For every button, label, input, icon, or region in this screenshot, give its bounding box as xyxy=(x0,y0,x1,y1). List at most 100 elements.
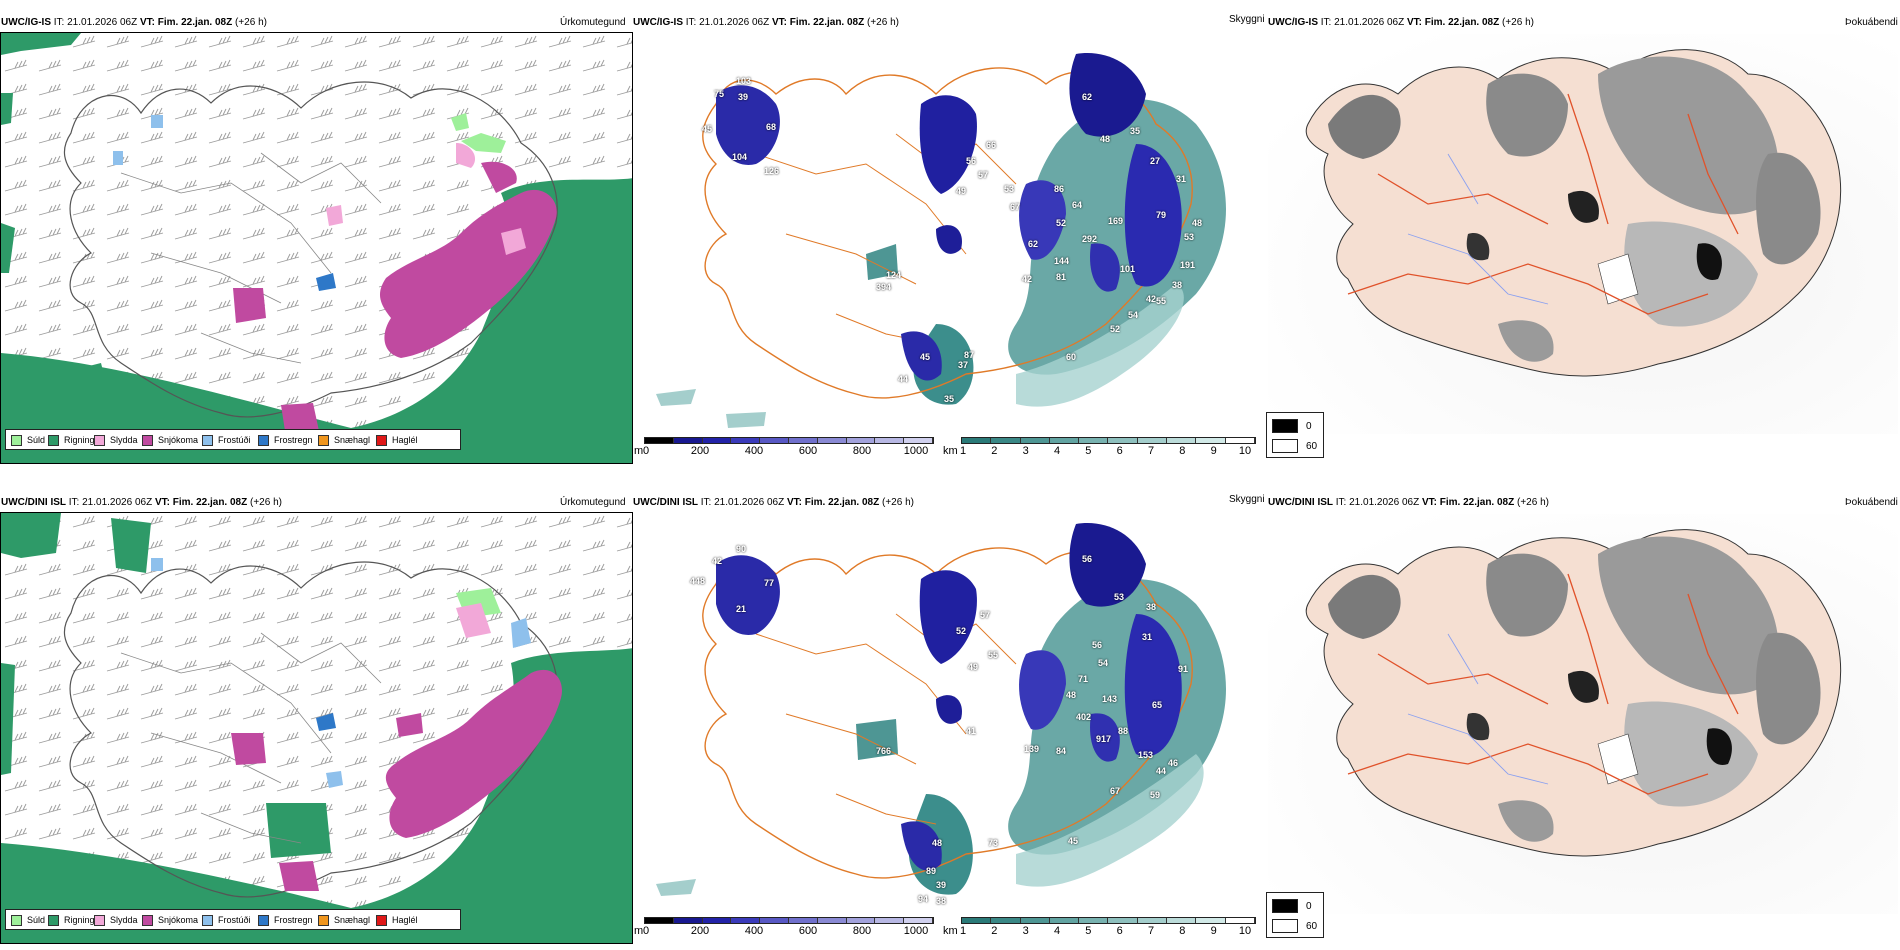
fog-legend-item: 60 xyxy=(1272,439,1317,453)
it-label: IT: xyxy=(1320,17,1332,28)
colorbar-tick-label: 600 xyxy=(798,925,818,937)
visibility-value-label: 54 xyxy=(1128,310,1139,320)
panel-type-label: Úrkomutegund xyxy=(560,17,626,28)
lead-time: (+26 h) xyxy=(1502,17,1534,28)
panel-type-label: Þokuábendi xyxy=(1845,17,1898,28)
precip-type-map: Súld Rigning Slydda Snjókoma Frostúði Frostre… xyxy=(0,32,633,464)
legend-swatch xyxy=(142,914,153,926)
legend-item: Haglél xyxy=(376,914,418,926)
vt-value: Fim. 22.jan. 08Z xyxy=(1439,497,1515,508)
legend-item: Haglél xyxy=(376,434,418,446)
visibility-value-label: 91 xyxy=(1178,664,1189,674)
visibility-km-segments xyxy=(961,437,1256,444)
visibility-value-label: 65 xyxy=(1152,700,1163,710)
colorbar-tick-label: 9 xyxy=(1210,445,1217,457)
visibility-value-label: 89 xyxy=(926,866,937,876)
visibility-km-segments xyxy=(961,917,1256,924)
fog-map-svg xyxy=(1268,34,1898,434)
colorbar-segment xyxy=(1020,918,1050,923)
visibility-value-label: 31 xyxy=(1142,632,1153,642)
colorbar-segment xyxy=(1137,918,1168,923)
visibility-m-segments xyxy=(644,917,934,924)
visibility-km-colorbar: km 1 2 3 4 5 6 7 8 9 10 xyxy=(943,437,1258,457)
fog-legend-swatch xyxy=(1272,919,1298,933)
colorbar-tick-label: 2 xyxy=(991,925,998,937)
colorbar-tick-label: 10 xyxy=(1238,445,1252,457)
legend-label: Snjókoma xyxy=(158,435,199,445)
visibility-value-label: 79 xyxy=(1156,210,1167,220)
visibility-value-label: 37 xyxy=(958,360,969,370)
it-label: IT: xyxy=(685,17,697,28)
legend-swatch xyxy=(318,914,329,926)
precip-legend: Súld Rigning Slydda Snjókoma Frostúði Frostre… xyxy=(5,429,461,450)
visibility-value-label: 766 xyxy=(876,746,892,756)
colorbar-tick-label: 600 xyxy=(798,445,818,457)
visibility-value-label: 56 xyxy=(966,156,977,166)
legend-swatch xyxy=(376,434,387,446)
legend-label: Snjókoma xyxy=(158,915,199,925)
legend-label: Snæhagl xyxy=(334,435,371,445)
colorbar-tick-label: 2 xyxy=(991,445,998,457)
visibility-value-label: 57 xyxy=(978,170,989,180)
visibility-value-label: 191 xyxy=(1180,260,1196,270)
legend-item: Snjókoma xyxy=(142,914,198,926)
legend-label: Frostúði xyxy=(218,435,251,445)
fog-map xyxy=(1268,514,1898,914)
visibility-m-colorbar: m 0 200 400 600 800 1000 xyxy=(634,437,936,457)
visibility-value-label: 57 xyxy=(980,610,991,620)
visibility-value-label: 53 xyxy=(1004,184,1015,194)
lead-time: (+26 h) xyxy=(882,497,914,508)
legend-label: Haglél xyxy=(392,435,418,445)
visibility-value-label: 45 xyxy=(702,124,713,134)
colorbar-segment xyxy=(760,918,789,923)
colorbar-tick-label: 7 xyxy=(1147,925,1155,937)
visibility-value-label: 56 xyxy=(1082,554,1093,564)
colorbar-segment xyxy=(875,438,905,443)
visibility-value-label: 143 xyxy=(1102,694,1118,704)
it-value: 21.01.2026 06Z xyxy=(67,17,138,28)
fog-map xyxy=(1268,34,1898,434)
colorbar-segment xyxy=(817,918,847,923)
visibility-value-label: 55 xyxy=(1156,296,1167,306)
visibility-value-label: 55 xyxy=(988,650,999,660)
model-name: UWC/DINI ISL xyxy=(1268,497,1333,508)
visibility-value-label: 48 xyxy=(1100,134,1111,144)
visibility-value-label: 87 xyxy=(964,350,975,360)
legend-swatch xyxy=(48,434,59,446)
colorbar-segment xyxy=(788,438,818,443)
legend-swatch xyxy=(318,434,329,446)
colorbar-segment xyxy=(1049,918,1080,923)
visibility-value-label: 94 xyxy=(918,894,929,904)
visibility-value-label: 52 xyxy=(956,626,967,636)
it-label: IT: xyxy=(68,497,80,508)
visibility-km-colorbar: km 1 2 3 4 5 6 7 8 9 10 xyxy=(943,917,1258,937)
colorbar-segment xyxy=(673,438,703,443)
visibility-value-label: 126 xyxy=(764,166,780,176)
colorbar-unit: km xyxy=(943,925,958,937)
visibility-value-label: 66 xyxy=(986,140,997,150)
colorbar-tick-label: 6 xyxy=(1116,445,1123,457)
visibility-value-label: 38 xyxy=(936,896,947,906)
colorbar-tick-label: 400 xyxy=(744,445,764,457)
colorbar-tick-label: 0 xyxy=(642,445,650,457)
it-label: IT: xyxy=(1335,497,1347,508)
legend-swatch xyxy=(258,434,269,446)
visibility-value-label: 38 xyxy=(1172,280,1183,290)
visibility-value-label: 139 xyxy=(1024,744,1040,754)
colorbar-segment xyxy=(1137,438,1168,443)
visibility-m-colorbar: m 0 200 400 600 800 1000 xyxy=(634,917,936,937)
visibility-value-label: 35 xyxy=(944,394,955,404)
colorbar-segment xyxy=(991,438,1021,443)
visibility-map-svg xyxy=(656,523,1226,896)
colorbar-segment xyxy=(760,438,789,443)
visibility-value-label: 104 xyxy=(732,152,748,162)
visibility-value-label: 48 xyxy=(932,838,943,848)
fog-legend-item: 0 xyxy=(1272,899,1312,913)
legend-label: Frostregn xyxy=(274,435,313,445)
visibility-value-label: 124 xyxy=(886,270,902,280)
colorbar-segment xyxy=(962,438,992,443)
vt-value: Fim. 22.jan. 08Z xyxy=(1424,17,1500,28)
legend-item: Rigning xyxy=(48,914,95,926)
lead-time: (+26 h) xyxy=(250,497,282,508)
visibility-value-label: 71 xyxy=(1078,674,1089,684)
